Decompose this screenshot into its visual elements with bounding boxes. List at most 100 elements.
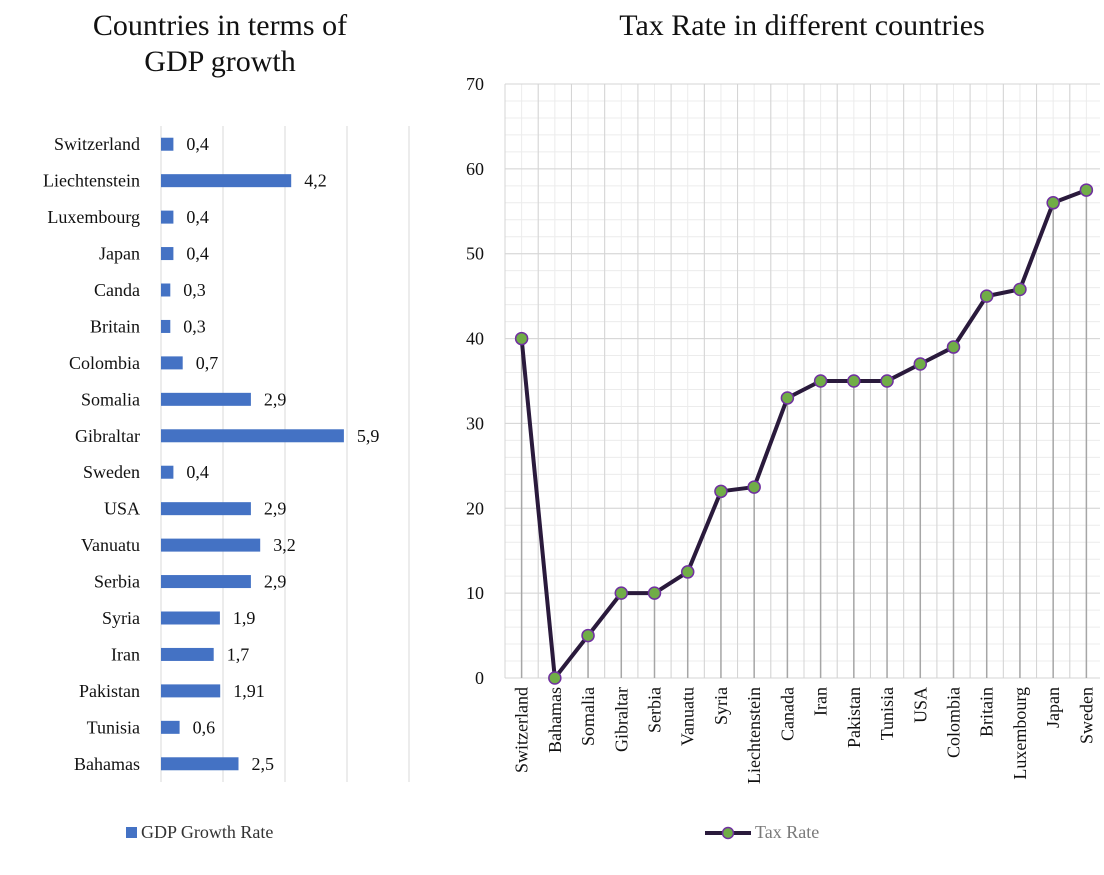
gdp-data-label: 1,9 <box>233 608 256 628</box>
tax-point <box>813 374 828 388</box>
tax-point <box>714 484 728 499</box>
gdp-data-label: 2,9 <box>264 499 287 519</box>
gdp-data-label: 4,2 <box>304 171 327 191</box>
gdp-category-label: Vanuatu <box>81 535 140 555</box>
gdp-bar <box>161 283 171 297</box>
gdp-legend: GDP Growth Rate <box>126 822 273 843</box>
tax-category-label: USA <box>910 687 930 723</box>
tax-category-label: Gibraltar <box>611 687 631 752</box>
tax-point <box>979 289 994 303</box>
gdp-category-label: Syria <box>102 608 140 628</box>
gdp-data-label: 0,7 <box>196 353 219 373</box>
gdp-legend-label: GDP Growth Rate <box>141 822 274 842</box>
gdp-bar <box>161 720 180 734</box>
gdp-legend-swatch <box>126 827 137 838</box>
gdp-category-label: Somalia <box>81 389 140 409</box>
gdp-category-label: Canda <box>94 280 140 300</box>
gdp-bar <box>161 356 183 370</box>
gdp-title-line-1: Countries in terms of <box>92 9 348 42</box>
gdp-bar <box>161 611 220 625</box>
tax-category-label: Sweden <box>1076 687 1096 744</box>
gdp-x-tick-label: 0 <box>157 797 166 800</box>
tax-point <box>946 340 961 354</box>
gdp-chart-title: Countries in terms of GDP growth <box>0 8 440 80</box>
gdp-bar <box>161 757 239 771</box>
gdp-data-label: 0,4 <box>186 207 209 227</box>
gdp-bar <box>161 174 292 188</box>
tax-point <box>1046 196 1060 210</box>
tax-y-tick-label: 10 <box>466 583 484 603</box>
gdp-data-label: 0,4 <box>186 244 209 264</box>
tax-category-label: Liechtenstein <box>744 687 764 784</box>
tax-category-label: Iran <box>811 687 831 716</box>
tax-point <box>548 671 562 685</box>
tax-category-label: Japan <box>1043 687 1063 728</box>
tax-y-tick-label: 30 <box>466 413 484 433</box>
gdp-category-label: Serbia <box>94 572 140 592</box>
tax-rate-line-chart: 0 10 20 30 40 50 60 70 Switzerland Bahamas Somalia… <box>466 74 1100 784</box>
gdp-category-label: Japan <box>99 244 140 264</box>
gdp-data-label: 2,9 <box>264 572 287 592</box>
tax-point <box>847 374 861 388</box>
tax-category-label: Serbia <box>645 687 665 733</box>
tax-point <box>747 480 761 494</box>
tax-point <box>913 357 928 371</box>
tax-point <box>581 628 595 643</box>
tax-category-label: Colombia <box>944 687 964 758</box>
tax-point <box>1079 183 1094 197</box>
tax-y-tick-label: 40 <box>466 329 484 349</box>
gdp-data-label: 0,3 <box>183 316 206 336</box>
gdp-category-label: Iran <box>111 644 140 664</box>
tax-point <box>1013 282 1027 297</box>
gdp-category-label: Gibraltar <box>75 426 140 446</box>
gdp-data-label: 0,3 <box>183 280 206 300</box>
gdp-category-label: Britain <box>90 316 140 336</box>
gdp-data-label: 1,91 <box>233 681 265 701</box>
gdp-category-label: Sweden <box>83 462 140 482</box>
gdp-bar <box>161 538 261 552</box>
gdp-x-tick-label: 8 <box>405 797 414 800</box>
tax-point <box>880 374 894 388</box>
gdp-bar <box>161 319 171 333</box>
tax-point <box>614 586 629 600</box>
gdp-bar <box>161 429 344 443</box>
tax-legend-swatch <box>705 826 751 839</box>
tax-legend-label: Tax Rate <box>755 822 820 842</box>
tax-category-label: Pakistan <box>844 687 864 748</box>
tax-category-label: Syria <box>711 687 731 725</box>
gdp-bar <box>161 575 251 589</box>
tax-category-label: Bahamas <box>545 687 565 753</box>
tax-category-label: Luxembourg <box>1010 687 1030 780</box>
gdp-bar <box>161 210 174 224</box>
gdp-category-label: Tunisia <box>87 717 140 737</box>
tax-category-label: Britain <box>977 687 997 737</box>
tax-y-tick-label: 60 <box>466 159 484 179</box>
tax-y-tick-label: 20 <box>466 498 484 518</box>
gdp-data-label: 0,4 <box>186 134 209 154</box>
gdp-x-tick-label: 2 <box>219 797 228 800</box>
gdp-data-label: 5,9 <box>357 426 380 446</box>
gdp-category-label: Pakistan <box>79 681 140 701</box>
gdp-category-label: Bahamas <box>74 754 140 774</box>
tax-chart-title: Tax Rate in different countries <box>619 9 985 42</box>
gdp-data-label: 3,2 <box>273 535 296 555</box>
tax-point <box>780 391 795 405</box>
gdp-data-label: 0,4 <box>186 462 209 482</box>
tax-y-tick-label: 0 <box>475 668 484 688</box>
gdp-x-tick-label: 4 <box>281 797 290 800</box>
gdp-data-label: 0,6 <box>193 717 216 737</box>
gdp-data-label: 1,7 <box>227 644 250 664</box>
gdp-bar <box>161 465 174 479</box>
gdp-category-label: Luxembourg <box>47 207 140 227</box>
tax-category-label: Vanuatu <box>678 687 698 746</box>
gdp-data-label: 2,5 <box>252 754 275 774</box>
tax-y-tick-label: 50 <box>466 244 484 264</box>
gdp-growth-bar-chart: 0 2 4 6 8 Switzerland 0,4 Liechtenstein 4,2 Luxem… <box>43 126 414 800</box>
tax-category-label: Tunisia <box>877 687 897 740</box>
gdp-bar <box>161 247 174 261</box>
tax-point <box>514 331 529 346</box>
gdp-bar <box>161 137 174 151</box>
gdp-category-label: Liechtenstein <box>43 171 140 191</box>
gdp-category-label: Switzerland <box>54 134 140 154</box>
tax-category-label: Switzerland <box>512 687 532 773</box>
